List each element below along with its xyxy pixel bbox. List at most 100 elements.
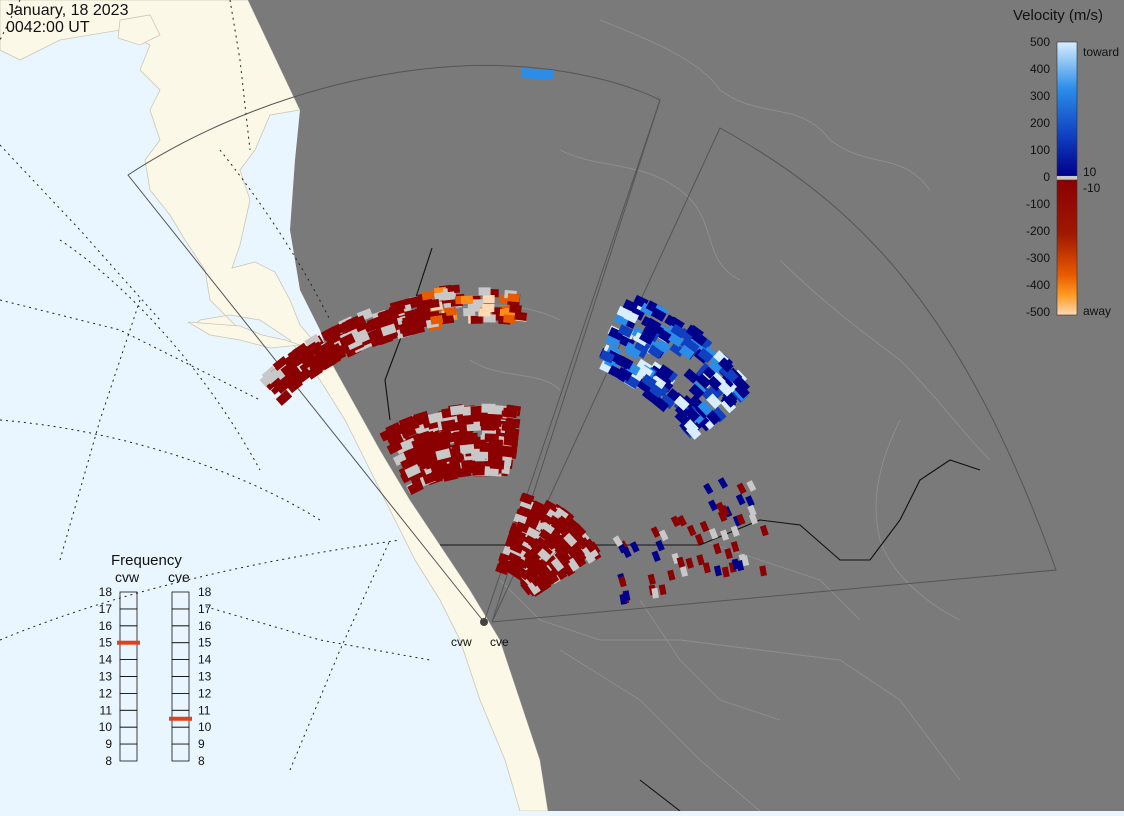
velocity-cell: [554, 507, 569, 521]
velocity-cell: [400, 425, 417, 439]
velocity-cell: [619, 593, 628, 605]
frequency-tick-right: 9: [198, 737, 205, 751]
velocity-cell: [430, 314, 444, 325]
velocity-cell: [503, 429, 520, 441]
colorbar-tick-label: 100: [1030, 143, 1050, 157]
velocity-cell: [421, 290, 435, 301]
velocity-cell: [526, 553, 541, 567]
land-peninsula: [187, 321, 301, 349]
frequency-scale-cell: [119, 743, 138, 762]
velocity-cell: [678, 344, 695, 360]
velocity-cell: [386, 440, 404, 455]
velocity-cell: [338, 333, 356, 348]
velocity-cell: [489, 459, 505, 470]
frequency-panel: Frequency cvw cve 18 18 17 17 16 16 15 15 14 14 13…: [99, 552, 212, 768]
velocity-cell: [502, 407, 518, 419]
frequency-tick-right: 12: [198, 686, 212, 700]
velocity-cell: [703, 482, 714, 495]
velocity-cell: [505, 537, 520, 550]
velocity-cell: [292, 351, 310, 367]
velocity-cell: [442, 291, 455, 301]
velocity-cell: [616, 366, 633, 382]
velocity-cell: [688, 383, 705, 400]
velocity-cell: [650, 307, 667, 322]
velocity-colorbar: Velocity (m/s) 500 400 300 200 100 0 -100 -200 -…: [1013, 7, 1119, 319]
velocity-cell: [730, 525, 740, 537]
colorbar-tick-label: -300: [1026, 251, 1050, 265]
frequency-tick-left: 9: [105, 737, 112, 751]
velocity-cell: [734, 383, 750, 399]
velocity-cell: [448, 453, 464, 465]
velocity-cell: [324, 331, 342, 346]
velocity-cell: [748, 513, 758, 525]
colorbar-tick-label: 500: [1030, 35, 1050, 49]
colorbar-tick-label: -400: [1026, 278, 1050, 292]
frequency-title: Frequency: [111, 552, 182, 569]
velocity-cell: [407, 480, 424, 496]
velocity-cell: [320, 326, 338, 341]
velocity-cell: [641, 373, 657, 389]
frequency-tick-right: 15: [198, 636, 212, 650]
velocity-cell: [695, 373, 712, 389]
velocity-cell: [618, 576, 627, 588]
frequency-tick-left: 11: [100, 703, 113, 717]
velocity-cell: [608, 326, 624, 341]
velocity-cell: [486, 413, 502, 424]
frequency-tick-right: 13: [198, 670, 212, 684]
velocity-cell: [427, 411, 444, 424]
velocity-cell: [470, 315, 483, 324]
frequency-tick-left: 17: [99, 602, 113, 616]
velocity-cell: [735, 493, 746, 506]
velocity-cell: [280, 361, 298, 377]
colorbar-minus-threshold: -10: [1083, 181, 1101, 195]
velocity-cell: [634, 339, 651, 354]
velocity-cell: [706, 393, 722, 410]
frequency-tick-right: 16: [198, 619, 212, 633]
velocity-cell: [566, 557, 581, 572]
velocity-cell: [453, 430, 469, 442]
velocity-cell: [404, 309, 421, 322]
velocity-cell: [482, 303, 495, 312]
velocity-cell: [411, 469, 428, 484]
velocity-cell: [377, 332, 394, 346]
frequency-tick-right: 8: [198, 754, 205, 768]
velocity-cell: [528, 547, 543, 561]
frequency-tick-right: 14: [198, 653, 212, 667]
velocity-cell: [736, 513, 746, 526]
velocity-cell: [458, 415, 474, 426]
velocity-cell: [613, 312, 630, 327]
velocity-cell: [538, 528, 554, 543]
velocity-cell: [286, 377, 304, 394]
velocity-cell: [673, 395, 690, 411]
velocity-cell: [415, 430, 432, 444]
velocity-cell: [509, 565, 525, 579]
velocity-cell: [653, 396, 670, 413]
velocity-cell: [306, 364, 323, 380]
velocity-cell: [717, 477, 729, 489]
velocity-cell: [564, 516, 580, 531]
colorbar-plus-threshold: 10: [1083, 165, 1097, 179]
velocity-cell: [300, 351, 318, 367]
velocity-cell: [674, 410, 691, 426]
velocity-cell: [655, 339, 671, 354]
velocity-cell: [651, 550, 661, 562]
velocity-cell: [657, 364, 674, 380]
velocity-cell: [647, 573, 656, 585]
velocity-cell: [717, 357, 734, 373]
velocity-cells: [259, 67, 769, 605]
velocity-cell: [707, 383, 724, 400]
velocity-cell: [645, 317, 662, 332]
colorbar-tick-label: -200: [1026, 224, 1050, 238]
frequency-radar-cve: cve: [168, 569, 190, 585]
colorbar-tick-label: 400: [1030, 62, 1050, 76]
velocity-cell: [699, 520, 710, 533]
colorbar-away: [1056, 179, 1078, 316]
colorbar-tick-label: 0: [1043, 170, 1050, 184]
velocity-cell: [571, 544, 585, 560]
velocity-cell: [736, 482, 747, 495]
velocity-cell: [537, 548, 552, 563]
velocity-cell: [637, 364, 653, 379]
velocity-cell: [625, 345, 642, 360]
velocity-cell: [612, 535, 623, 548]
velocity-cell: [730, 540, 740, 553]
